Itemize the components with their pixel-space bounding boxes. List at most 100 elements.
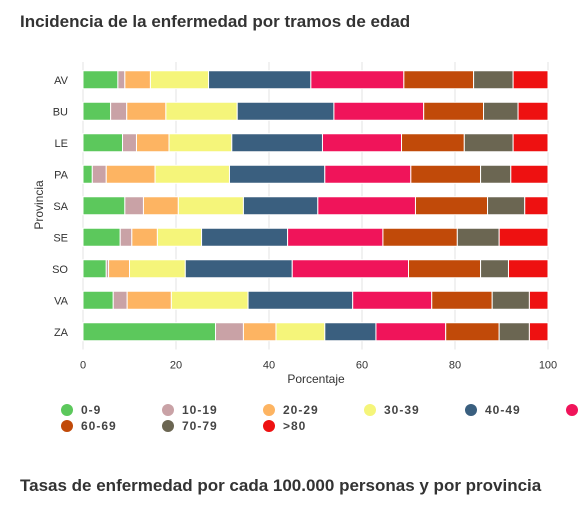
bar-segment-SE-2[interactable] bbox=[131, 227, 158, 247]
bar-segment-SA-1[interactable] bbox=[124, 196, 144, 216]
bar-segment-ZA-2[interactable] bbox=[242, 322, 277, 342]
bar-segment-AV-0[interactable] bbox=[82, 70, 119, 90]
bar-segment-SE-1[interactable] bbox=[119, 227, 133, 247]
y-tick-label: LE bbox=[55, 138, 68, 150]
bar-segment-SA-0[interactable] bbox=[82, 196, 126, 216]
bar-segment-VA-3[interactable] bbox=[170, 290, 249, 310]
bar-segment-AV-6[interactable] bbox=[403, 70, 475, 90]
bar-segment-SO-4[interactable] bbox=[184, 259, 293, 279]
stacked-bar-chart: AV BU LE PA SA SE SO VA ZA 0 20 40 60 80 100 Porcenta… bbox=[32, 62, 578, 433]
bar-segment-VA-8[interactable] bbox=[528, 290, 549, 310]
bar-segment-AV-3[interactable] bbox=[149, 70, 210, 90]
legend-label[interactable]: 20-29 bbox=[283, 403, 319, 417]
legend-label[interactable]: 30-39 bbox=[384, 403, 420, 417]
bar-segment-LE-1[interactable] bbox=[122, 133, 137, 153]
bar-segment-VA-1[interactable] bbox=[112, 290, 128, 310]
legend-label[interactable]: 40-49 bbox=[485, 403, 521, 417]
bar-segment-SO-8[interactable] bbox=[507, 259, 549, 279]
bar-segment-SE-8[interactable] bbox=[498, 227, 549, 247]
legend-label[interactable]: 70-79 bbox=[182, 419, 218, 433]
y-tick-label: SO bbox=[52, 264, 68, 276]
bar-segment-PA-8[interactable] bbox=[510, 164, 549, 184]
bar-segment-VA-7[interactable] bbox=[491, 290, 530, 310]
bar-segment-AV-1[interactable] bbox=[117, 70, 126, 90]
bar-segment-SA-5[interactable] bbox=[317, 196, 416, 216]
bar-segment-ZA-4[interactable] bbox=[324, 322, 377, 342]
bar-segment-SE-7[interactable] bbox=[456, 227, 500, 247]
y-tick-label: ZA bbox=[54, 327, 69, 339]
bar-segment-ZA-0[interactable] bbox=[82, 322, 217, 342]
bar-segment-BU-4[interactable] bbox=[236, 101, 335, 121]
legend-swatch bbox=[162, 404, 174, 416]
bar-segment-SO-7[interactable] bbox=[480, 259, 509, 279]
bar-segment-SE-4[interactable] bbox=[201, 227, 289, 247]
bar-segment-SE-5[interactable] bbox=[287, 227, 384, 247]
bar-segment-VA-0[interactable] bbox=[82, 290, 114, 310]
bar-segment-SE-6[interactable] bbox=[382, 227, 458, 247]
bar-segment-SA-3[interactable] bbox=[177, 196, 244, 216]
legend: 0-910-1920-2930-3940-4950-5960-6970-79>8… bbox=[61, 403, 578, 433]
bar-segment-AV-7[interactable] bbox=[473, 70, 514, 90]
bar-segment-BU-7[interactable] bbox=[483, 101, 519, 121]
y-tick-label: SA bbox=[53, 201, 68, 213]
bar-segment-SE-3[interactable] bbox=[156, 227, 203, 247]
bar-segment-ZA-7[interactable] bbox=[498, 322, 530, 342]
x-tick-label: 0 bbox=[80, 360, 86, 372]
legend-label[interactable]: 10-19 bbox=[182, 403, 218, 417]
bar-segment-PA-2[interactable] bbox=[105, 164, 156, 184]
bar-segment-VA-6[interactable] bbox=[431, 290, 493, 310]
bar-segment-SE-0[interactable] bbox=[82, 227, 121, 247]
bar-segment-VA-4[interactable] bbox=[247, 290, 354, 310]
bar-segment-BU-8[interactable] bbox=[517, 101, 549, 121]
bar-segment-SO-5[interactable] bbox=[291, 259, 409, 279]
bar-segment-SA-8[interactable] bbox=[524, 196, 549, 216]
bar-segment-BU-5[interactable] bbox=[333, 101, 425, 121]
bar-segment-AV-2[interactable] bbox=[124, 70, 151, 90]
bar-segment-SA-4[interactable] bbox=[242, 196, 319, 216]
x-tick-labels: 0 20 40 60 80 100 bbox=[80, 360, 557, 372]
bar-segment-LE-8[interactable] bbox=[512, 133, 549, 153]
bar-segment-SA-6[interactable] bbox=[414, 196, 489, 216]
bar-segment-PA-1[interactable] bbox=[91, 164, 107, 184]
bar-segment-PA-0[interactable] bbox=[82, 164, 93, 184]
bar-segment-BU-3[interactable] bbox=[165, 101, 238, 121]
bar-segment-LE-2[interactable] bbox=[135, 133, 170, 153]
bar-segment-AV-5[interactable] bbox=[310, 70, 405, 90]
bar-segment-VA-5[interactable] bbox=[352, 290, 433, 310]
bar-segment-LE-7[interactable] bbox=[463, 133, 514, 153]
bar-segment-PA-3[interactable] bbox=[154, 164, 230, 184]
bar-segment-PA-6[interactable] bbox=[410, 164, 482, 184]
bar-segment-BU-0[interactable] bbox=[82, 101, 112, 121]
bar-segment-SA-7[interactable] bbox=[487, 196, 526, 216]
bar-segment-SA-2[interactable] bbox=[142, 196, 179, 216]
bar-segment-ZA-8[interactable] bbox=[528, 322, 549, 342]
legend-label[interactable]: >80 bbox=[283, 419, 306, 433]
bar-segment-PA-7[interactable] bbox=[480, 164, 512, 184]
bar-segment-LE-4[interactable] bbox=[231, 133, 323, 153]
bar-segment-ZA-5[interactable] bbox=[375, 322, 447, 342]
bar-segment-PA-4[interactable] bbox=[228, 164, 326, 184]
bar-segment-BU-1[interactable] bbox=[110, 101, 128, 121]
bar-segment-SO-0[interactable] bbox=[82, 259, 107, 279]
bar-segment-VA-2[interactable] bbox=[126, 290, 172, 310]
bar-segment-AV-4[interactable] bbox=[208, 70, 312, 90]
bar-segment-SO-3[interactable] bbox=[129, 259, 186, 279]
legend-label[interactable]: 60-69 bbox=[81, 419, 117, 433]
x-tick-label: 40 bbox=[263, 360, 275, 372]
bar-segment-PA-5[interactable] bbox=[324, 164, 412, 184]
bar-segment-LE-5[interactable] bbox=[321, 133, 403, 153]
bar-segment-BU-2[interactable] bbox=[126, 101, 167, 121]
bar-segment-LE-6[interactable] bbox=[401, 133, 465, 153]
bar-segment-ZA-6[interactable] bbox=[445, 322, 500, 342]
bar-segment-BU-6[interactable] bbox=[423, 101, 485, 121]
bar-segment-AV-8[interactable] bbox=[512, 70, 549, 90]
bar-segment-SO-6[interactable] bbox=[408, 259, 482, 279]
bar-segment-LE-0[interactable] bbox=[82, 133, 124, 153]
bar-segment-ZA-3[interactable] bbox=[275, 322, 326, 342]
y-tick-label: PA bbox=[54, 169, 69, 181]
bar-segment-LE-3[interactable] bbox=[168, 133, 233, 153]
bar-segment-ZA-1[interactable] bbox=[215, 322, 244, 342]
x-tick-label: 100 bbox=[539, 360, 557, 372]
bar-segment-SO-2[interactable] bbox=[108, 259, 130, 279]
legend-label[interactable]: 0-9 bbox=[81, 403, 101, 417]
